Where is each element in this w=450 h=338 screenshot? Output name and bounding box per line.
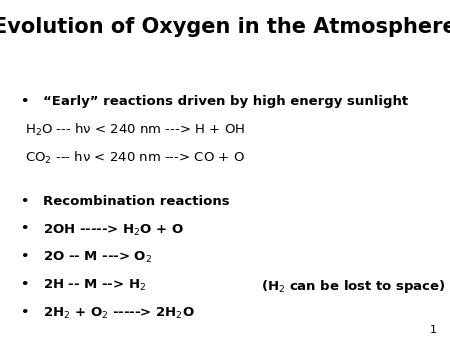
Text: “Early” reactions driven by high energy sunlight: “Early” reactions driven by high energy …	[43, 95, 408, 107]
Text: H$_2$O --- hν < 240 nm ---> H + OH: H$_2$O --- hν < 240 nm ---> H + OH	[25, 122, 245, 139]
Text: 2H$_2$ + O$_2$ -----> 2H$_2$O: 2H$_2$ + O$_2$ -----> 2H$_2$O	[43, 306, 194, 321]
Text: •: •	[21, 278, 29, 291]
Text: 2H -- M --> H$_2$: 2H -- M --> H$_2$	[43, 278, 146, 293]
Text: Recombination reactions: Recombination reactions	[43, 195, 230, 208]
Text: 1: 1	[429, 324, 436, 335]
Text: •: •	[21, 195, 29, 208]
Text: •: •	[21, 250, 29, 263]
Text: •: •	[21, 222, 29, 235]
Text: (H$_2$ can be lost to space): (H$_2$ can be lost to space)	[261, 278, 446, 295]
Text: •: •	[21, 95, 29, 107]
Text: •: •	[21, 306, 29, 318]
Text: Evolution of Oxygen in the Atmosphere: Evolution of Oxygen in the Atmosphere	[0, 17, 450, 37]
Text: CO$_2$ --- hν < 240 nm ---> CO + O: CO$_2$ --- hν < 240 nm ---> CO + O	[25, 150, 244, 166]
Text: 2OH -----> H$_2$O + O: 2OH -----> H$_2$O + O	[43, 222, 184, 238]
Text: 2O -- M ---> O$_2$: 2O -- M ---> O$_2$	[43, 250, 152, 265]
